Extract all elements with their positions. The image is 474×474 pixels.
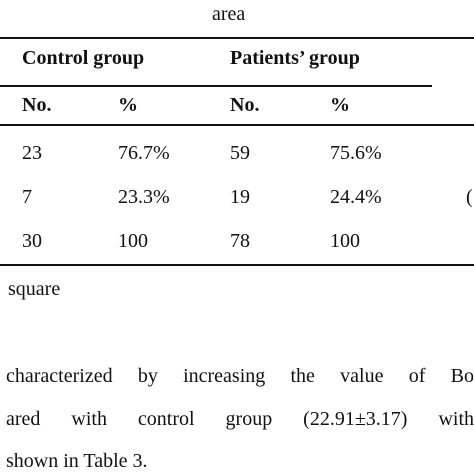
paragraph-line: characterized by increasing the value of… bbox=[6, 365, 474, 387]
cell: 78 bbox=[230, 230, 250, 252]
table-rule bbox=[0, 37, 474, 39]
cell: 19 bbox=[230, 186, 250, 208]
group-header: Patients’ group bbox=[230, 47, 360, 69]
group-header: Control group bbox=[22, 47, 145, 69]
cell: ( bbox=[466, 186, 473, 208]
subheader: No. bbox=[22, 94, 52, 116]
note: square bbox=[8, 278, 61, 300]
cell: 59 bbox=[230, 142, 250, 164]
table-rule bbox=[0, 85, 432, 87]
table-rule bbox=[0, 264, 474, 266]
cell: 23.3% bbox=[118, 186, 170, 208]
paragraph-line: shown in Table 3. bbox=[6, 450, 148, 472]
cell: 23 bbox=[22, 142, 42, 164]
table-rule bbox=[0, 124, 474, 126]
cell: 76.7% bbox=[118, 142, 170, 164]
cell: 100 bbox=[118, 230, 148, 252]
cell: 30 bbox=[22, 230, 42, 252]
cell: 100 bbox=[330, 230, 360, 252]
subheader: No. bbox=[230, 94, 260, 116]
cell: 24.4% bbox=[330, 186, 382, 208]
caption: area bbox=[212, 3, 246, 25]
subheader: % bbox=[330, 94, 350, 116]
paragraph-line: ared with control group (22.91±3.17) wit… bbox=[6, 408, 474, 430]
cell: 75.6% bbox=[330, 142, 382, 164]
cell: 7 bbox=[22, 186, 32, 208]
subheader: % bbox=[118, 94, 138, 116]
